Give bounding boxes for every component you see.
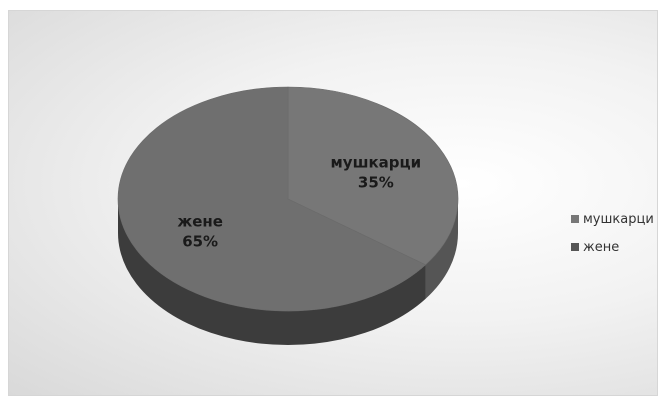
- pie-slice-0: [287, 86, 459, 266]
- legend-item-women: жене: [571, 238, 654, 256]
- pie-slice-1: [117, 86, 427, 312]
- slice-label-value-0: 35%: [358, 174, 394, 192]
- pie-side-0: [425, 199, 458, 299]
- pie-side-1: [118, 199, 426, 345]
- legend-swatch-women: [571, 243, 579, 251]
- pie-labels: мушкарци 35% жене 65%: [177, 154, 421, 251]
- legend-item-men: мушкарци: [571, 210, 654, 228]
- slice-label-name-0: мушкарци: [331, 154, 422, 172]
- slice-label-name-1: жене: [177, 212, 223, 230]
- legend-label-men: мушкарци: [583, 211, 654, 227]
- legend-swatch-men: [571, 215, 579, 223]
- legend: мушкарци жене: [571, 210, 654, 266]
- pie-sides: [118, 199, 458, 345]
- slice-label-value-1: 65%: [182, 232, 218, 250]
- legend-label-women: жене: [583, 239, 620, 255]
- pie-tops: [117, 86, 459, 312]
